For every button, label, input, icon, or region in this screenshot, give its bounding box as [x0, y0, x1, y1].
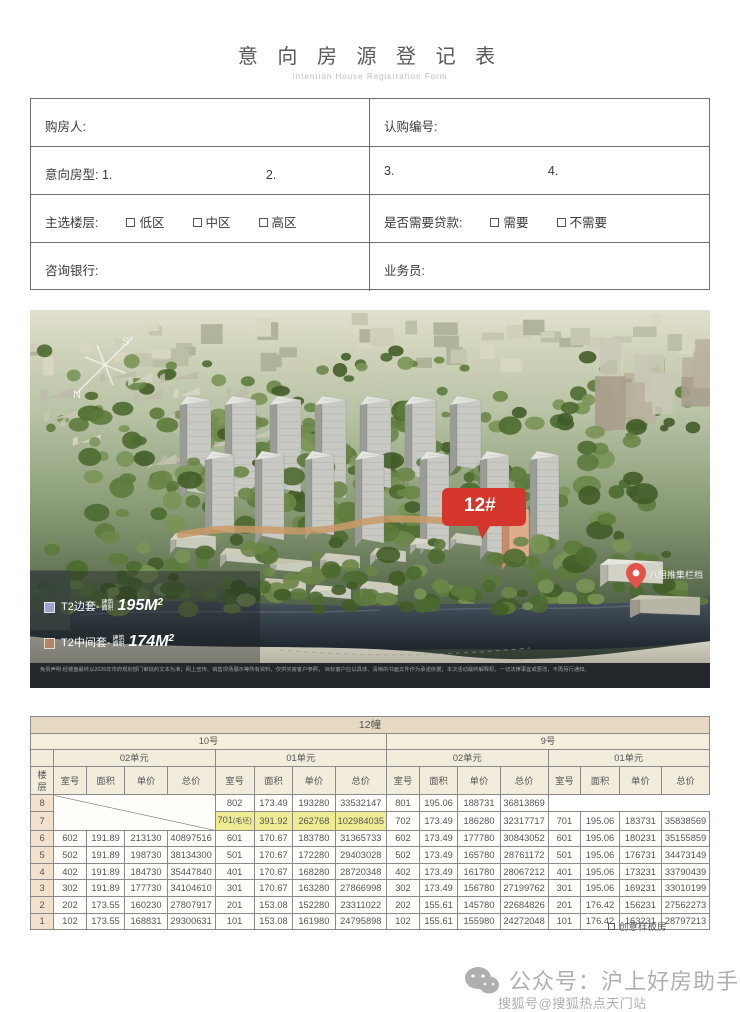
svg-text:S: S [122, 336, 129, 348]
svg-text:八阻推集栏档: 八阻推集栏档 [649, 569, 703, 580]
svg-text:12#: 12# [464, 495, 496, 516]
svg-text:N: N [73, 389, 81, 401]
